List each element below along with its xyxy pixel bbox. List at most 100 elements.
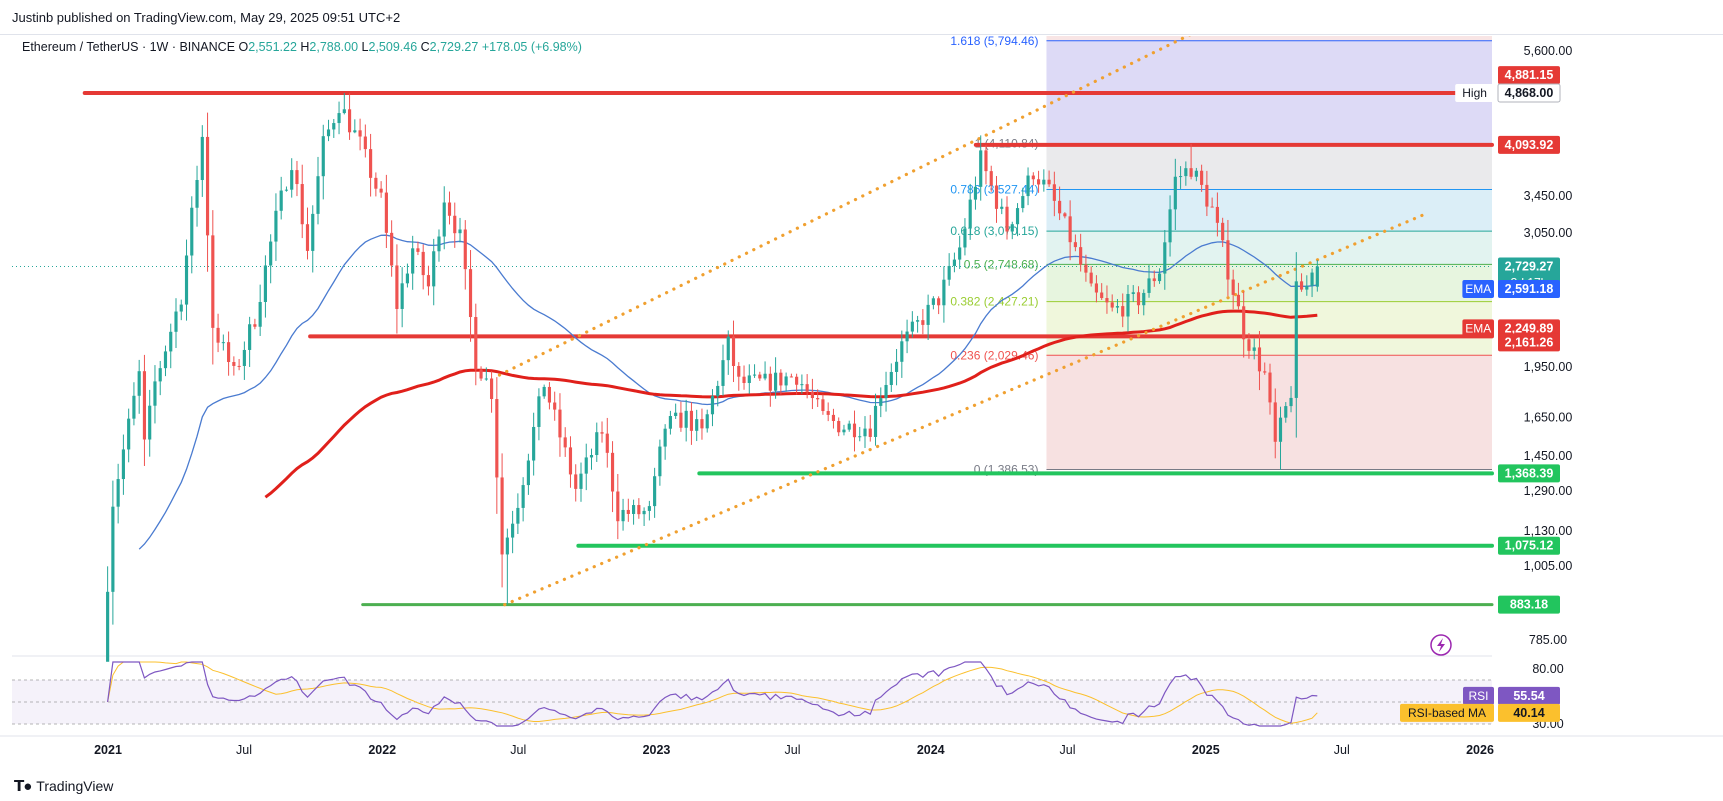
candle-body — [1152, 278, 1156, 282]
candle — [227, 331, 231, 376]
candle-body — [800, 384, 804, 386]
candle — [826, 402, 830, 422]
rsi-badge-bg — [1498, 703, 1560, 722]
candle-body — [1194, 170, 1198, 177]
price-axis-tick: 3,450.00 — [1524, 189, 1573, 203]
candle-body — [837, 420, 841, 433]
candle — [1000, 198, 1004, 215]
candle-body — [658, 446, 662, 477]
candle-body — [321, 136, 325, 177]
candle — [621, 498, 625, 531]
candle-body — [416, 248, 420, 252]
candle-body — [284, 189, 289, 191]
candle-body — [826, 411, 830, 415]
lightning-icon-bolt — [1437, 638, 1445, 652]
chart-canvas[interactable]: 1.618 (5,794.46)1 (4,110.84)0.786 (3,527… — [0, 36, 1723, 776]
candle-body — [342, 109, 346, 114]
fib-band — [1046, 301, 1492, 356]
candle — [984, 144, 988, 185]
candle-body — [137, 371, 141, 396]
candle — [1173, 158, 1177, 230]
candle-body — [952, 259, 956, 266]
price-badge-value: 2,161.26 — [1505, 335, 1554, 349]
candle — [426, 265, 431, 296]
candle-body — [1163, 242, 1167, 274]
candle-body — [710, 396, 715, 415]
candle-body — [1000, 206, 1004, 209]
candle — [326, 119, 331, 142]
candle — [616, 473, 620, 540]
candle — [316, 156, 320, 225]
candle — [342, 92, 346, 115]
candle — [1073, 234, 1077, 252]
candle — [863, 416, 867, 448]
candle-body — [332, 123, 336, 130]
candle — [1168, 195, 1172, 257]
candle — [511, 510, 515, 554]
time-axis-tick: Jul — [236, 743, 252, 757]
candle — [106, 566, 110, 662]
candle-body — [489, 378, 494, 400]
price-badge: 1,075.12 — [1498, 536, 1560, 555]
candle — [553, 391, 557, 421]
legend-part: H — [300, 40, 309, 54]
time-axis-tick: 2025 — [1192, 743, 1220, 757]
candle — [500, 453, 504, 588]
price-badge: 2,591.18 EMA — [1462, 280, 1560, 299]
price-badge-value: 1,368.39 — [1505, 466, 1554, 480]
candle — [132, 382, 136, 426]
candle — [605, 417, 609, 468]
candle-body — [1289, 397, 1293, 407]
candle-body — [248, 324, 252, 350]
candle-body — [1173, 176, 1177, 210]
candle-body — [626, 509, 630, 514]
candle — [647, 500, 651, 521]
price-badge: 4,881.15 — [1498, 66, 1560, 85]
candle — [258, 284, 262, 336]
candle — [747, 364, 751, 394]
candle-body — [279, 190, 283, 211]
candle-body — [200, 136, 204, 181]
price-axis-tick: 1,130.00 — [1524, 524, 1573, 538]
candle-body — [384, 192, 388, 233]
candle-body — [326, 129, 331, 137]
candle — [752, 364, 757, 378]
candle-body — [721, 360, 725, 386]
candle — [337, 101, 341, 135]
candle-body — [616, 491, 620, 522]
candle-body — [516, 507, 520, 524]
candle — [1052, 171, 1056, 217]
publisher-line: Justinb published on TradingView.com, Ma… — [12, 10, 401, 25]
candle — [489, 371, 494, 413]
candle — [674, 403, 678, 419]
legend-part: O — [239, 40, 249, 54]
candle — [284, 186, 289, 192]
candle — [1315, 260, 1319, 292]
candle-body — [668, 416, 672, 429]
candle — [1105, 285, 1109, 314]
candle — [894, 349, 899, 386]
candle — [221, 334, 225, 351]
price-badge-prefix: EMA — [1465, 282, 1491, 296]
candle — [595, 422, 599, 462]
price-badge: 1,368.39 — [1498, 464, 1560, 483]
candle-body — [752, 374, 757, 376]
time-axis-tick: 2022 — [368, 743, 396, 757]
candle-body — [747, 375, 751, 384]
tradingview-logo[interactable]: 𝗧● TradingView — [14, 777, 113, 795]
candle-body — [106, 591, 110, 662]
candle-body — [1200, 170, 1204, 185]
candle-body — [232, 362, 236, 366]
candle — [1184, 161, 1188, 186]
candle-body — [1031, 175, 1035, 180]
time-axis-tick: Jul — [785, 743, 801, 757]
candle-body — [1005, 206, 1009, 232]
candle-body — [468, 269, 473, 318]
candle — [274, 193, 278, 261]
lightning-icon[interactable] — [1430, 634, 1452, 656]
candle — [253, 318, 257, 330]
candle — [174, 298, 178, 349]
candle-body — [1247, 339, 1251, 351]
candle-body — [474, 317, 478, 370]
candle-body — [1121, 306, 1125, 317]
